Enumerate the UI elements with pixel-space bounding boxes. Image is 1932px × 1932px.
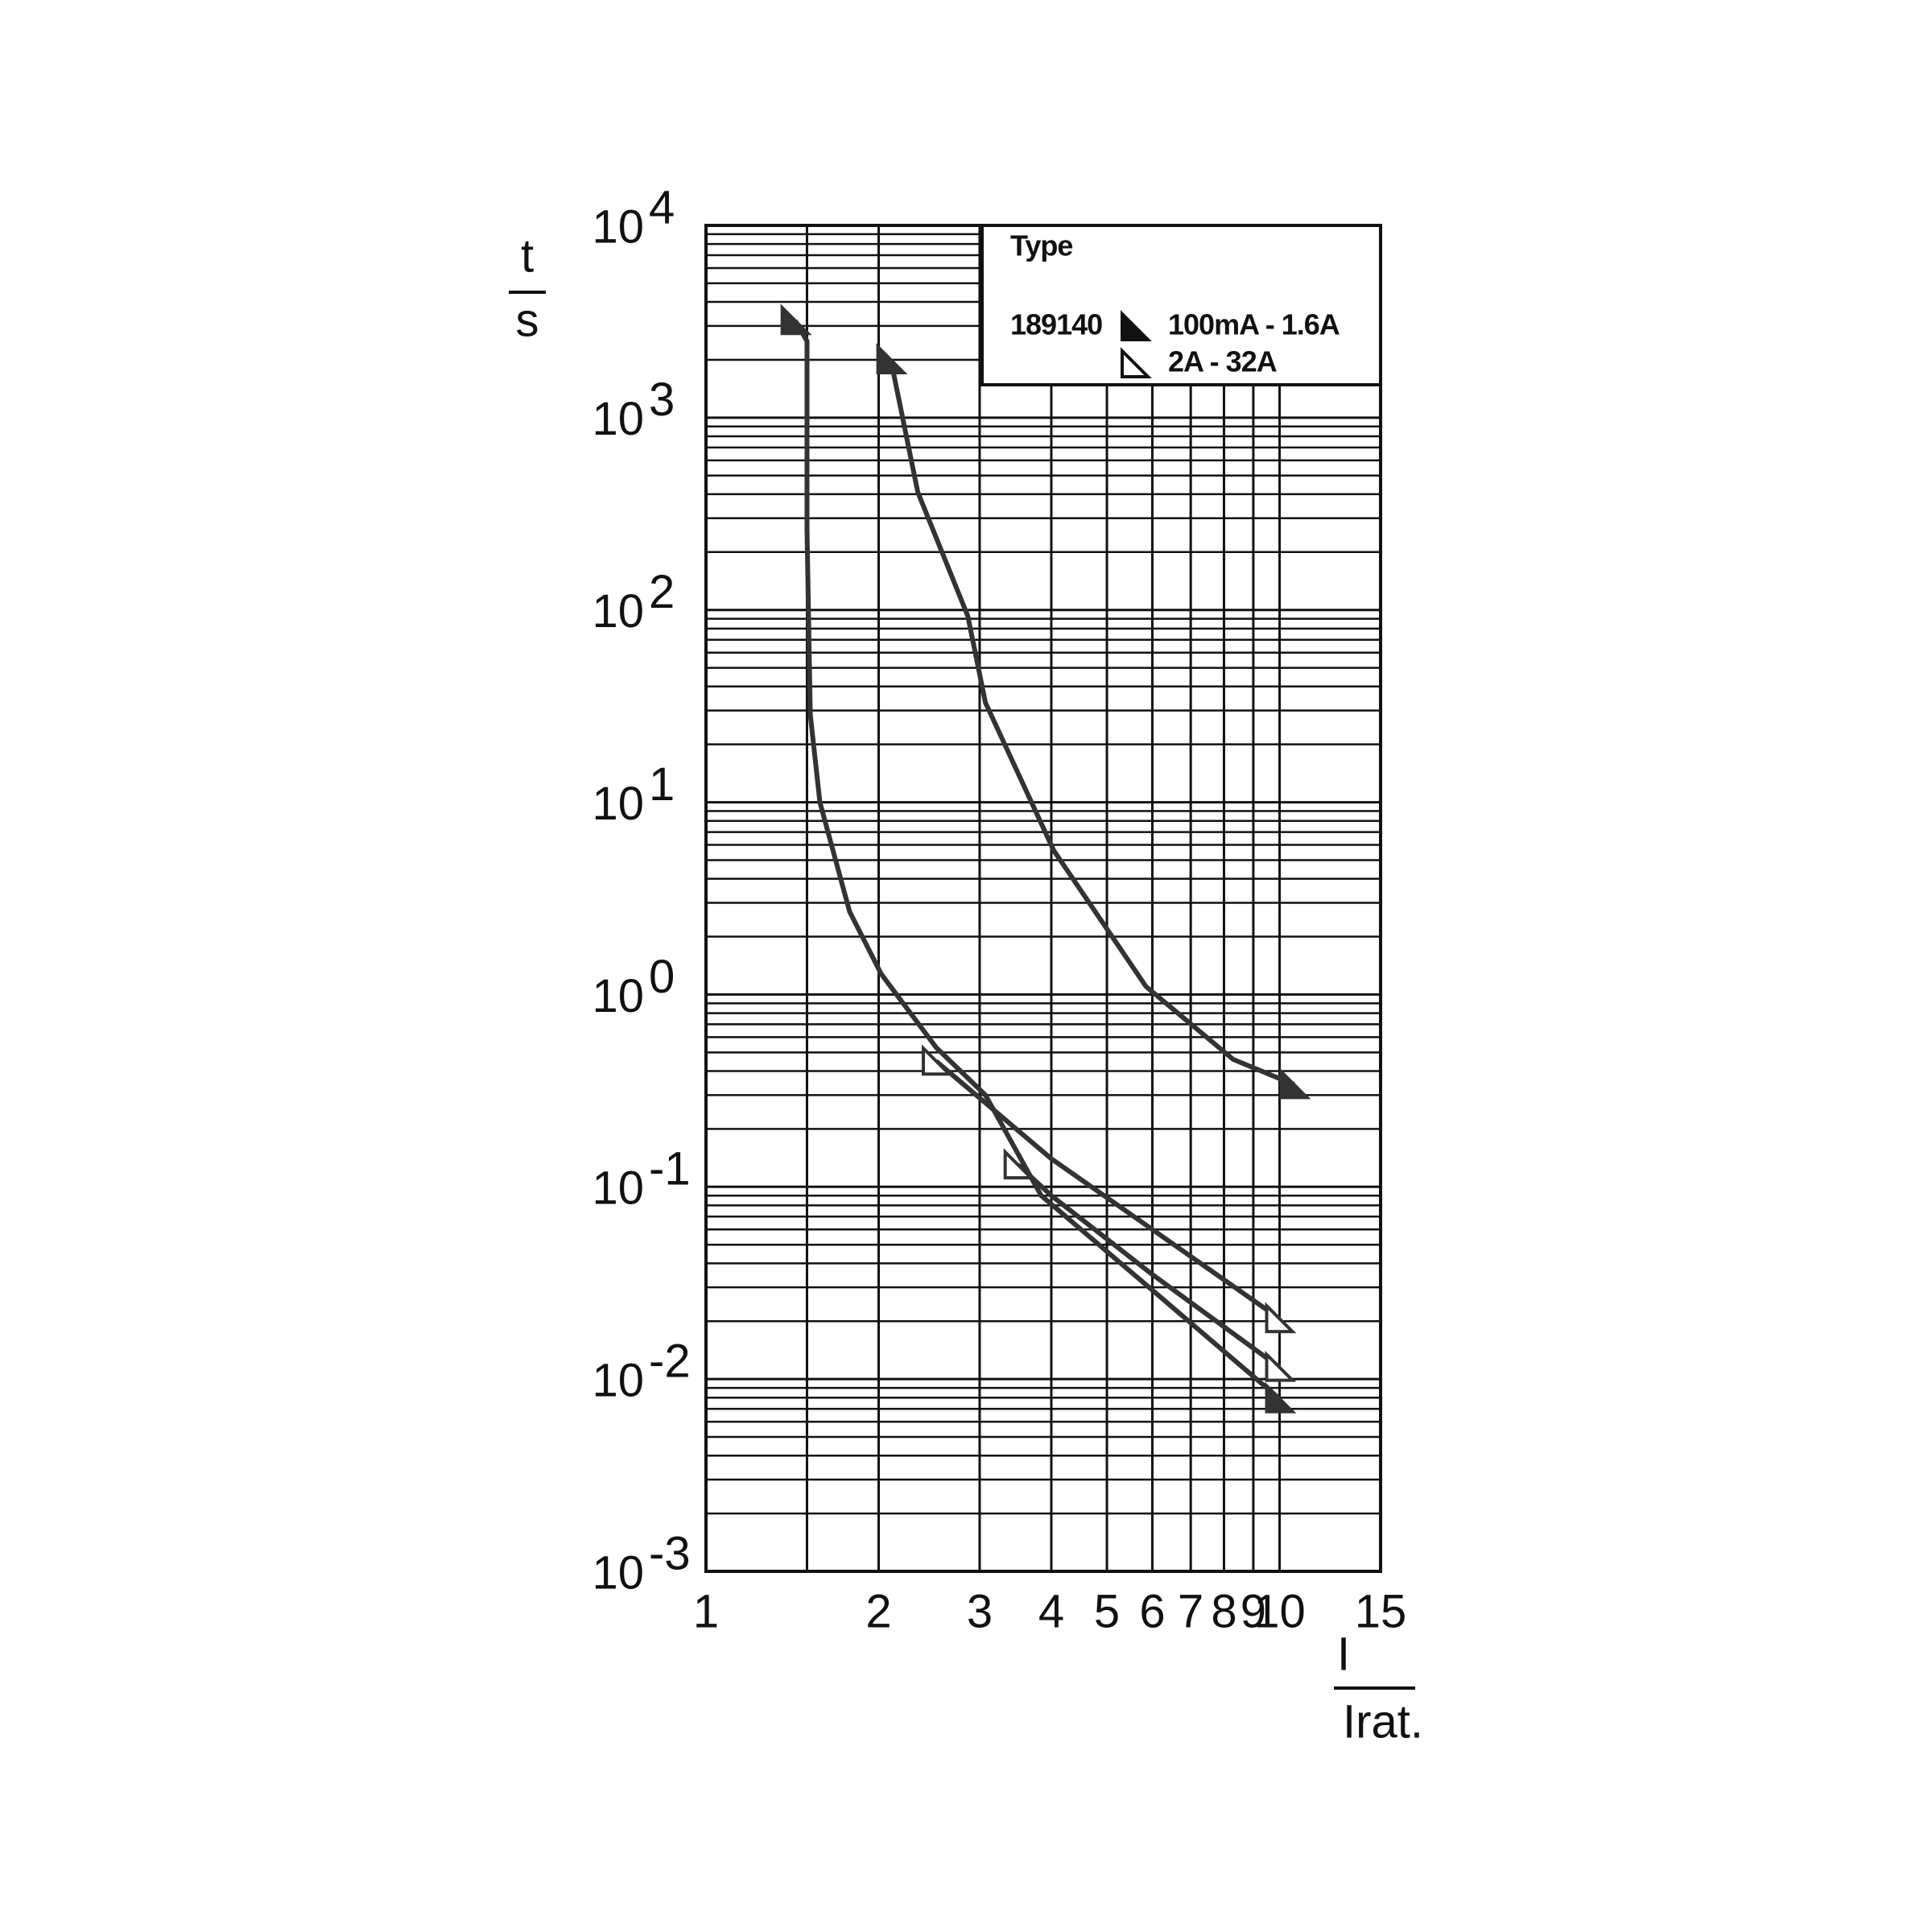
- y-tick-label: 10: [592, 393, 644, 445]
- marker: [876, 343, 908, 374]
- legend-box: [980, 224, 1382, 386]
- y-axis-label: t: [521, 229, 534, 282]
- x-tick-label: 8: [1211, 1585, 1236, 1637]
- legend-label: 2A - 32A: [1168, 345, 1278, 378]
- x-axis-label: I: [1337, 1628, 1350, 1680]
- y-tick-label: 10: [592, 970, 644, 1022]
- curves: [780, 303, 1311, 1414]
- legend-label: 100mA - 1.6A: [1168, 308, 1340, 341]
- x-tick-label: 6: [1139, 1585, 1165, 1637]
- marker: [1279, 1067, 1311, 1100]
- curve: [793, 319, 1295, 1401]
- y-tick-exponent: -3: [649, 1527, 691, 1579]
- x-tick-label: 5: [1094, 1585, 1120, 1637]
- marker: [780, 303, 812, 336]
- x-tick-label: 7: [1178, 1585, 1203, 1637]
- x-tick-label: 2: [865, 1585, 891, 1637]
- y-tick-label: 10: [592, 585, 644, 638]
- x-tick-label: 3: [967, 1585, 993, 1637]
- y-tick-exponent: 4: [649, 181, 675, 233]
- legend-title: Type: [1010, 229, 1072, 262]
- legend-code: 189140: [1010, 308, 1102, 341]
- x-tick-label: 9: [1241, 1585, 1266, 1637]
- marker: [1121, 310, 1152, 341]
- y-tick-label: 10: [592, 1354, 644, 1406]
- x-tick-label: 4: [1038, 1585, 1064, 1637]
- y-tick-exponent: -2: [649, 1335, 691, 1387]
- curve: [935, 1059, 1282, 1370]
- y-tick-label: 10: [592, 778, 644, 830]
- y-tick-label: 10: [592, 1546, 644, 1599]
- marker: [1121, 347, 1152, 378]
- y-tick-label: 10: [592, 1162, 644, 1215]
- marker: [1265, 1381, 1297, 1414]
- grid: [704, 224, 1382, 1573]
- y-tick-label: 10: [592, 200, 644, 253]
- y-tick-exponent: 0: [649, 951, 675, 1003]
- x-axis-label: Irat.: [1343, 1695, 1423, 1748]
- legend: Type 189140 100mA - 1.6A 2A - 32A: [980, 224, 1382, 386]
- marker: [922, 1044, 953, 1076]
- x-tick-label: 15: [1355, 1585, 1407, 1637]
- y-axis-label: s: [516, 294, 539, 346]
- marker: [1265, 1350, 1297, 1382]
- marker: [1265, 1302, 1297, 1334]
- y-tick-exponent: 3: [649, 374, 675, 426]
- x-tick-label: 1: [693, 1585, 719, 1637]
- x-tick-label: 10: [1253, 1585, 1306, 1637]
- marker: [1003, 1148, 1035, 1180]
- y-tick-exponent: -1: [649, 1143, 691, 1195]
- y-tick-exponent: 1: [649, 758, 675, 811]
- y-tick-exponent: 2: [649, 566, 675, 618]
